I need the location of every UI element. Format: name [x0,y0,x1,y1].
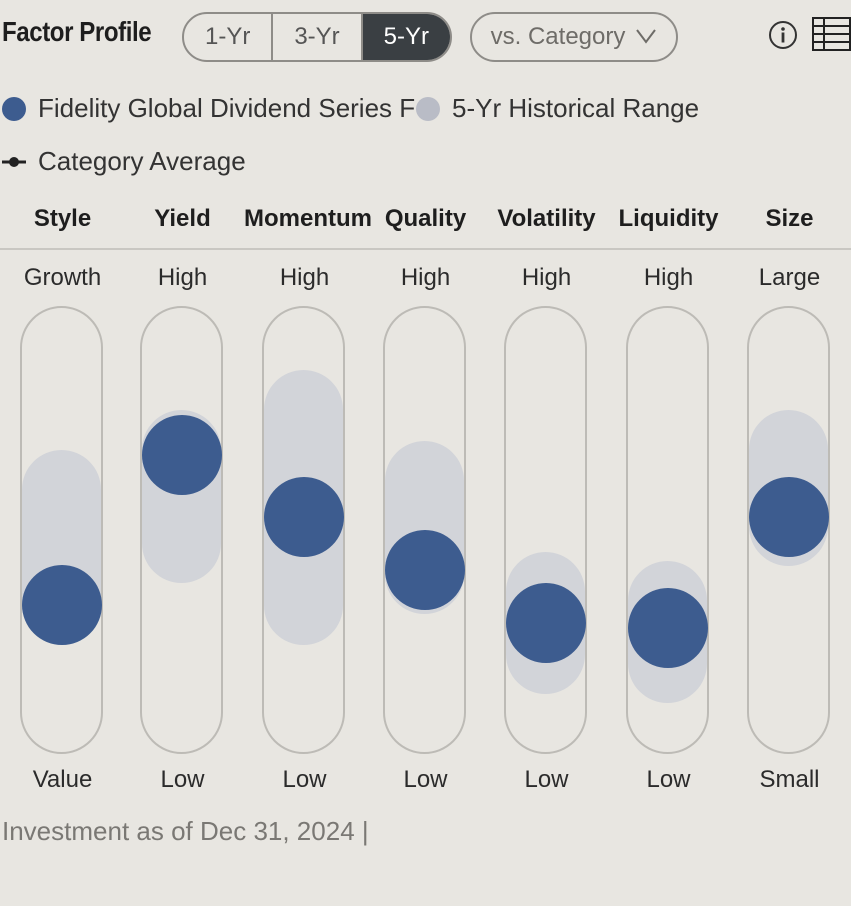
fund-marker-liquidity[interactable] [628,587,708,668]
chevron-down-icon [635,23,657,51]
factor-bottom-label-style: Value [32,766,93,793]
fund-dot-icon [2,96,26,121]
factor-bottom-label-momentum: Low [282,766,327,793]
fund-marker-yield[interactable] [142,414,222,495]
factor-track-size [747,306,830,754]
info-icon[interactable] [768,20,798,50]
legend-range-label: 5-Yr Historical Range [452,93,700,123]
factor-track-volatility [504,306,587,754]
factor-top-label-quality: High [400,264,451,291]
page-title: Factor Profile [2,16,152,47]
tab-1-yr[interactable]: 1-Yr [184,14,274,60]
factor-bottom-label-quality: Low [403,766,448,793]
factor-track-yield [140,306,223,754]
fund-marker-size[interactable] [749,476,829,557]
factor-bottom-label-yield: Low [160,766,205,793]
factor-header-momentum: Momentum [244,205,372,232]
table-view-icon[interactable] [812,16,851,52]
legend-fund: Fidelity Global Dividend Series F [2,93,415,124]
factor-bottom-label-volatility: Low [524,766,569,793]
factor-header-yield: Yield [154,205,211,232]
period-selector: 1-Yr 3-Yr 5-Yr [182,12,452,62]
category-average-icon [2,155,26,169]
factor-track-liquidity [626,306,709,754]
factor-header-liquidity: Liquidity [618,205,719,232]
factor-track-momentum [262,306,345,754]
comparison-label: vs. Category [490,23,626,50]
header-divider [0,248,851,250]
factor-track-style [20,306,103,754]
fund-marker-volatility[interactable] [506,583,586,664]
legend-fund-label: Fidelity Global Dividend Series F [38,93,416,123]
factor-top-label-size: Large [758,264,821,291]
factor-header-size: Size [765,205,814,232]
factor-top-label-liquidity: High [643,264,694,291]
tab-5-yr[interactable]: 5-Yr [362,14,450,60]
tab-3-yr[interactable]: 3-Yr [273,14,363,60]
legend-category: Category Average [2,146,246,177]
legend-category-label: Category Average [38,146,246,176]
factor-header-quality: Quality [384,205,467,232]
as-of-date: Investment as of Dec 31, 2024 | [2,816,369,846]
range-dot-icon [416,96,440,121]
factor-header-volatility: Volatility [497,205,596,232]
legend-range: 5-Yr Historical Range [416,93,699,124]
factor-track-quality [383,306,466,754]
factor-top-label-yield: High [157,264,208,291]
factor-header-style: Style [33,205,92,232]
factor-bottom-label-liquidity: Low [646,766,691,793]
factor-top-label-momentum: High [279,264,330,291]
factor-top-label-volatility: High [521,264,572,291]
factor-top-label-style: Growth [23,264,102,291]
fund-marker-momentum[interactable] [264,476,344,557]
factor-bottom-label-size: Small [759,766,820,793]
fund-marker-style[interactable] [22,565,102,646]
comparison-dropdown[interactable]: vs. Category [470,12,678,62]
fund-marker-quality[interactable] [385,529,465,610]
